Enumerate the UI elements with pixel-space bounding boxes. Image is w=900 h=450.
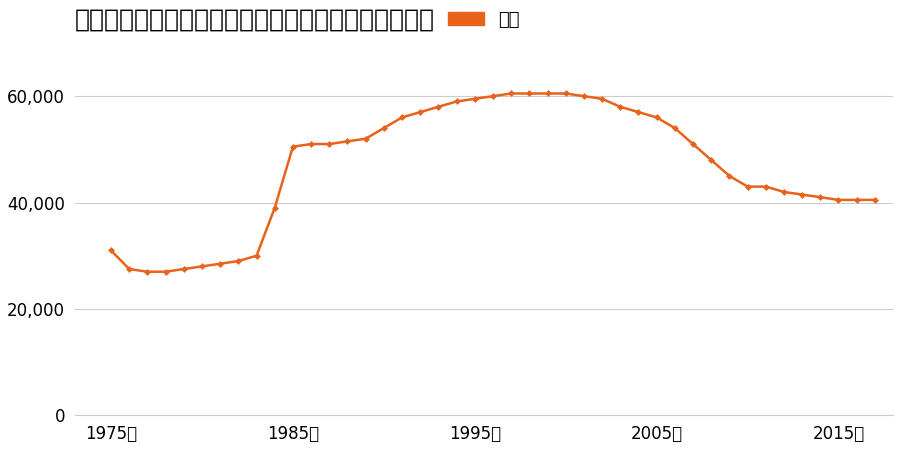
価格 (742, 184, 753, 189)
価格 (251, 253, 262, 258)
価格 (105, 248, 116, 253)
価格 (579, 94, 590, 99)
価格 (561, 91, 572, 96)
価格 (342, 139, 353, 144)
価格 (833, 197, 844, 202)
価格 (796, 192, 807, 197)
価格 (324, 141, 335, 147)
価格 (124, 266, 135, 272)
価格 (778, 189, 789, 194)
価格 (724, 173, 734, 179)
価格 (706, 158, 716, 163)
Text: 福岡県久留米市野中町字中通１１３３番１の地価推移: 福岡県久留米市野中町字中通１１３３番１の地価推移 (75, 7, 435, 32)
価格 (506, 91, 517, 96)
価格 (542, 91, 553, 96)
価格 (670, 126, 680, 131)
価格 (178, 266, 189, 272)
価格 (597, 96, 608, 102)
価格 (160, 269, 171, 274)
価格 (652, 115, 662, 120)
Line: 価格: 価格 (109, 91, 878, 274)
価格 (470, 96, 481, 102)
価格 (488, 94, 499, 99)
価格 (760, 184, 771, 189)
価格 (287, 144, 298, 149)
価格 (360, 136, 371, 141)
Legend: 価格: 価格 (441, 4, 527, 36)
価格 (851, 197, 862, 202)
価格 (615, 104, 626, 109)
価格 (524, 91, 535, 96)
価格 (306, 141, 317, 147)
価格 (269, 205, 280, 211)
価格 (142, 269, 153, 274)
価格 (196, 264, 207, 269)
価格 (397, 115, 408, 120)
価格 (869, 197, 880, 202)
価格 (215, 261, 226, 266)
価格 (378, 126, 389, 131)
価格 (433, 104, 444, 109)
価格 (688, 141, 698, 147)
価格 (451, 99, 462, 104)
価格 (233, 258, 244, 264)
価格 (814, 194, 825, 200)
価格 (633, 109, 643, 115)
価格 (415, 109, 426, 115)
